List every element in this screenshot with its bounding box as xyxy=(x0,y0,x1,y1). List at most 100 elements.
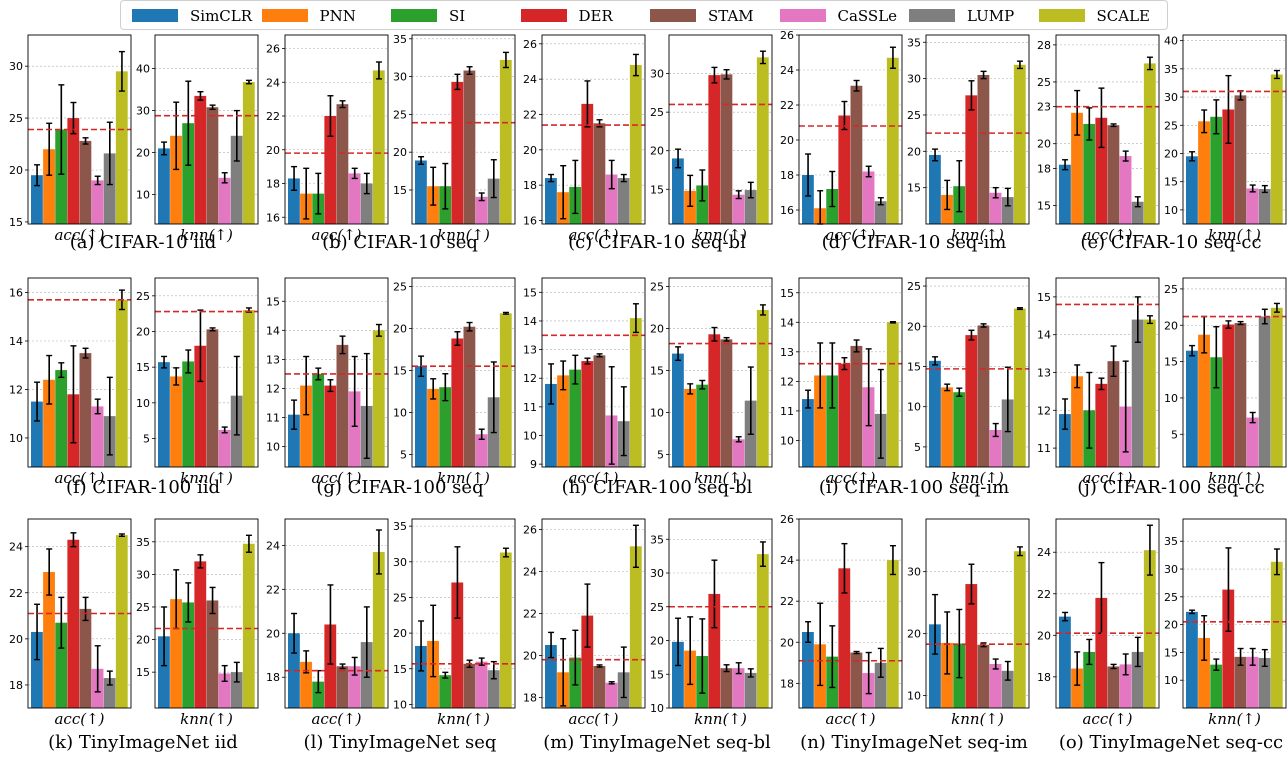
bar-simclr xyxy=(415,160,427,224)
subfigure: 18 20 22 24 26 acc(↑) 10 15 20 25 30 35 knn(↑) (m) Ti… xyxy=(523,518,773,753)
bar-pnn xyxy=(1071,668,1083,708)
y-tick-label: 25 xyxy=(907,280,921,293)
y-tick-label: 10 xyxy=(650,406,664,419)
bar-scale xyxy=(886,57,899,224)
bar-si xyxy=(182,361,195,467)
y-tick-label: 15 xyxy=(907,360,921,373)
bar-stam xyxy=(593,123,606,224)
plot-frame xyxy=(154,277,259,468)
subplot-knn: 5 10 15 20 25 knn(↑) xyxy=(1164,277,1287,487)
bar-pnn xyxy=(170,135,182,224)
bar-der xyxy=(581,615,594,708)
y-tick-label: 25 xyxy=(1164,283,1178,296)
y-tick-label: 25 xyxy=(1164,591,1178,604)
y-tick-label: 16 xyxy=(9,287,23,300)
subplot-acc: 10 12 14 16 acc(↑) xyxy=(9,277,132,487)
bar-der xyxy=(1222,324,1235,467)
y-tick-label: 20 xyxy=(650,635,664,648)
bar-simclr xyxy=(1059,164,1071,224)
y-tick-label: 15 xyxy=(650,183,664,196)
subfigure-caption: (b) CIFAR-10 seq xyxy=(322,232,478,253)
bar-stam xyxy=(1107,125,1120,224)
bar-der xyxy=(838,568,851,708)
bar-cassle xyxy=(348,391,361,467)
bar-scale xyxy=(1143,63,1156,224)
subfigure-caption: (g) CIFAR-100 seq xyxy=(316,477,483,498)
bar-der xyxy=(581,361,594,467)
bar-lump xyxy=(1131,201,1144,224)
bar-cassle xyxy=(475,434,488,467)
plot-frame xyxy=(1055,34,1160,225)
x-axis-label: knn(↑) xyxy=(1208,226,1261,244)
bar-simclr xyxy=(672,641,684,708)
y-tick-label: 10 xyxy=(393,698,407,711)
bar-lump xyxy=(103,678,116,708)
y-tick-label: 35 xyxy=(1164,63,1178,76)
x-axis-label: acc(↑) xyxy=(311,469,361,487)
bar-scale xyxy=(1143,319,1156,467)
subfigure: 10 11 12 13 14 15 acc(↑) 5 10 15 20 25 knn(↑)(g) CIF… xyxy=(266,277,516,498)
subplot-acc: 15 18 20 23 25 28 acc(↑) xyxy=(1037,34,1160,244)
bar-stam xyxy=(79,353,92,467)
bar-simclr xyxy=(802,631,814,708)
y-tick-label: 20 xyxy=(1037,629,1051,642)
subplot-knn: 15 20 25 30 35 knn(↑) xyxy=(136,518,259,728)
bar-lump xyxy=(874,662,887,708)
bar-stam xyxy=(720,74,733,224)
y-tick-label: 11 xyxy=(780,405,794,418)
y-tick-label: 15 xyxy=(1164,646,1178,659)
x-axis-label: knn(↑) xyxy=(951,226,1004,244)
bar-der xyxy=(324,624,337,708)
subplot-acc: 16 18 20 22 24 26 acc(↑) xyxy=(780,29,903,244)
y-tick-label: 26 xyxy=(266,43,280,56)
y-tick-label: 15 xyxy=(393,364,407,377)
y-tick-label: 24 xyxy=(1037,546,1051,559)
plot-frame xyxy=(925,518,1030,709)
x-axis-label: knn(↑) xyxy=(951,710,1004,728)
bar-stam xyxy=(850,652,863,708)
y-tick-label: 15 xyxy=(136,361,150,374)
plot-frame xyxy=(541,277,646,468)
x-axis-label: acc(↑) xyxy=(1082,226,1132,244)
y-tick-label: 23 xyxy=(1037,101,1051,114)
bar-simclr xyxy=(158,148,170,224)
bar-scale xyxy=(756,554,769,708)
plot-frame xyxy=(1055,277,1160,468)
bar-lump xyxy=(230,135,243,224)
legend-label: DER xyxy=(578,7,613,25)
y-tick-label: 11 xyxy=(1037,442,1051,455)
y-tick-label: 20 xyxy=(136,634,150,647)
bar-cassle xyxy=(475,196,488,224)
y-tick-label: 26 xyxy=(523,38,537,51)
y-tick-label: 16 xyxy=(266,211,280,224)
bar-der xyxy=(838,363,851,467)
y-tick-label: 10 xyxy=(393,406,407,419)
bar-lump xyxy=(1001,670,1014,708)
subplot-knn: 10 20 30 knn(↑) xyxy=(907,518,1030,728)
bar-si xyxy=(696,185,709,224)
y-tick-label: 25 xyxy=(650,106,664,119)
bar-stam xyxy=(850,85,863,224)
bar-lump xyxy=(487,178,500,224)
bar-der xyxy=(838,115,851,224)
bar-simclr xyxy=(545,645,557,708)
bar-simclr xyxy=(31,175,43,224)
y-tick-label: 20 xyxy=(650,145,664,158)
y-tick-label: 15 xyxy=(266,295,280,308)
bar-lump xyxy=(744,190,757,224)
bar-stam xyxy=(206,329,219,467)
bar-scale xyxy=(1013,551,1026,708)
subplot-acc: 18 20 22 24 acc(↑) xyxy=(9,518,132,728)
y-tick-label: 20 xyxy=(393,146,407,159)
plot-frame xyxy=(798,277,903,468)
subplot-knn: 15 20 25 30 knn(↑) xyxy=(650,34,773,244)
y-tick-label: 25 xyxy=(650,280,664,293)
subfigure-caption: (h) CIFAR-100 seq-bl xyxy=(562,477,753,498)
subfigure: 10 11 12 13 14 15 acc(↑) 5 10 15 20 25 knn(↑)(i) CIF… xyxy=(780,277,1030,498)
x-axis-label: acc(↑) xyxy=(825,469,875,487)
subfigure-caption: (a) CIFAR-10 iid xyxy=(70,232,217,253)
subfigure: 18 20 22 24 acc(↑) 10 15 20 25 30 35 knn(↑) (o) Tiny… xyxy=(1037,518,1287,753)
y-tick-label: 20 xyxy=(393,322,407,335)
bar-cassle xyxy=(989,664,1002,708)
